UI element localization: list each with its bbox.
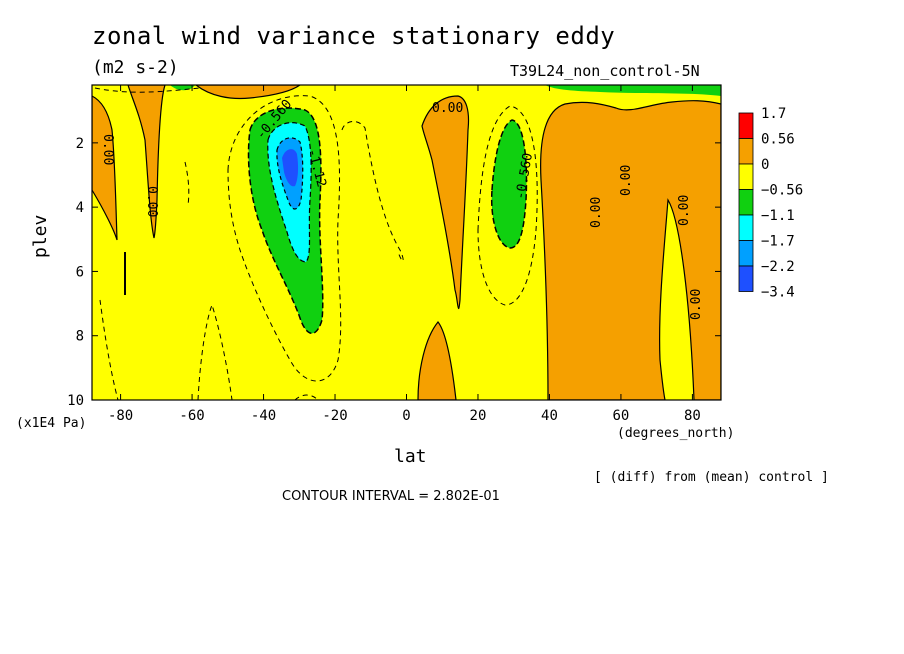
contour-label: 0.00	[100, 134, 115, 165]
colorbar-label: −2.2	[761, 259, 795, 275]
positive-region	[540, 100, 721, 400]
colorbar-label: 0	[761, 157, 769, 173]
y-axis-unit: (x1E4 Pa)	[16, 416, 87, 431]
x-tick-label: 80	[684, 408, 701, 424]
contour-label: 0.00	[619, 165, 634, 196]
y-tick-label: 6	[76, 264, 84, 280]
colorbar-swatch	[738, 240, 754, 267]
y-tick-label: 10	[67, 393, 84, 409]
colorbar-swatch	[738, 189, 754, 216]
contour-fills	[92, 85, 721, 400]
negative-region	[282, 149, 299, 187]
colorbar-swatch	[738, 163, 754, 190]
colorbar: 1.7 0.56 0 −0.56 −1.1 −1.7 −2.2 −3.4	[738, 106, 803, 301]
positive-region	[92, 95, 118, 241]
negative-region	[490, 119, 528, 249]
chart-units: (m2 s-2)	[92, 57, 179, 78]
positive-region	[421, 95, 470, 309]
colorbar-label: 1.7	[761, 106, 786, 122]
colorbar-swatch	[738, 265, 754, 292]
dashed-contours	[94, 87, 538, 400]
positive-region	[127, 85, 166, 239]
colorbar-swatch	[738, 138, 754, 165]
x-tick-label: -20	[322, 408, 347, 424]
x-tick-label: 60	[613, 408, 630, 424]
contour-label: 0.00	[432, 101, 463, 116]
negative-region	[545, 85, 721, 96]
colorbar-label: −1.1	[761, 208, 795, 224]
diff-note: [ (diff) from (mean) control ]	[594, 470, 829, 485]
x-axis-label: lat	[394, 446, 427, 467]
x-tick-label: 0	[402, 408, 410, 424]
contour-label: 0.00	[144, 186, 159, 217]
y-tick-label: 8	[76, 329, 84, 345]
positive-region	[195, 85, 302, 100]
run-label: T39L24_non_control-5N	[510, 62, 700, 80]
colorbar-swatch	[738, 112, 754, 139]
contour-label: 0.00	[589, 197, 604, 228]
contour-label: 0.00	[677, 195, 692, 226]
positive-region	[417, 321, 457, 400]
contour-label: 0.00	[689, 289, 704, 320]
x-axis-unit: (degrees_north)	[617, 426, 735, 441]
colorbar-swatch	[738, 214, 754, 241]
x-tick-label: -60	[179, 408, 204, 424]
y-tick-label: 2	[76, 136, 84, 152]
x-tick-label: 40	[541, 408, 558, 424]
x-axis: -80 -60 -40 -20 0 20 40 60 80	[108, 85, 701, 424]
y-tick-label: 4	[76, 200, 84, 216]
colorbar-label: −1.7	[761, 234, 795, 250]
contour-interval: CONTOUR INTERVAL = 2.802E-01	[282, 489, 500, 504]
colorbar-label: 0.56	[761, 132, 795, 148]
y-axis: 2 4 6 8 10	[67, 136, 721, 409]
x-tick-label: 20	[470, 408, 487, 424]
chart-title: zonal wind variance stationary eddy	[92, 22, 616, 50]
colorbar-label: −0.56	[761, 183, 803, 199]
x-tick-label: -40	[251, 408, 276, 424]
x-tick-label: -80	[108, 408, 133, 424]
colorbar-label: −3.4	[761, 285, 795, 301]
